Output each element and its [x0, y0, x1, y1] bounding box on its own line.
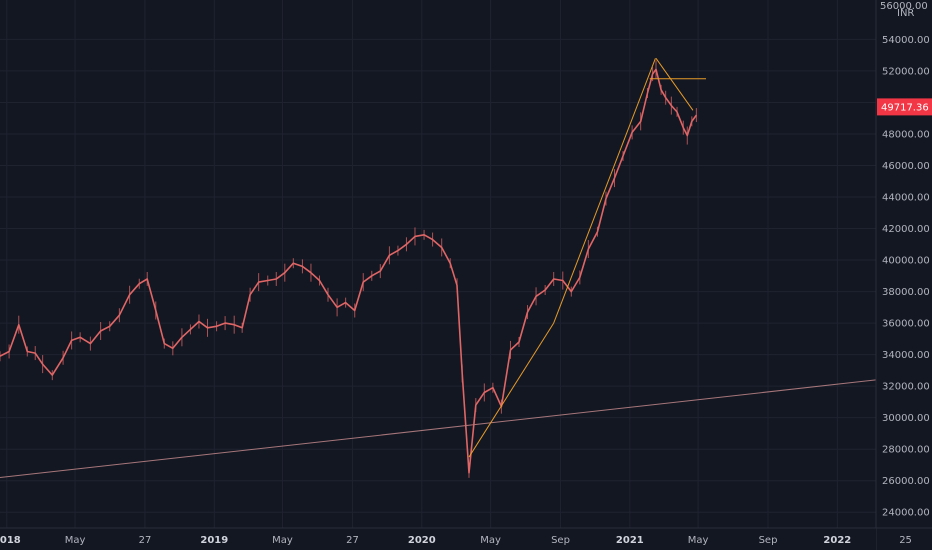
- y-tick-label: 26000.00: [882, 476, 930, 487]
- y-tick-label: 48000.00: [882, 129, 930, 140]
- x-tick-label: Sep: [551, 535, 570, 546]
- x-tick-label: May: [688, 535, 709, 546]
- trendline[interactable]: [553, 58, 656, 324]
- x-tick-label: 2021: [616, 535, 644, 546]
- support-trendline[interactable]: [0, 379, 877, 479]
- y-axis-top-partial-label: 56000.00: [880, 1, 928, 12]
- y-tick-label: 52000.00: [882, 66, 930, 77]
- x-tick-label: 25: [899, 535, 912, 546]
- x-tick-label: 2019: [200, 535, 228, 546]
- y-tick-label: 28000.00: [882, 445, 930, 456]
- trendline[interactable]: [468, 322, 555, 458]
- x-tick-label: 2022: [823, 535, 851, 546]
- price-axis-background: [876, 0, 932, 550]
- currency-label: INR: [897, 8, 914, 19]
- grid-lines: [0, 0, 876, 528]
- price-series-layer: [0, 60, 698, 478]
- x-tick-label: 2018: [0, 535, 21, 546]
- y-tick-label: 32000.00: [882, 382, 930, 393]
- y-tick-label: 46000.00: [882, 161, 930, 172]
- last-price-badge: 49717.36: [877, 98, 932, 116]
- y-tick-label: 34000.00: [882, 350, 930, 361]
- trendline[interactable]: [655, 58, 694, 111]
- last-price-value: 49717.36: [881, 102, 929, 113]
- y-tick-label: 40000.00: [882, 256, 930, 267]
- price-series-line: [0, 68, 698, 474]
- y-tick-label: 36000.00: [882, 319, 930, 330]
- time-axis[interactable]: 2018 May 27 2019 May 27 2020 May Sep 2021 May Sep 20…: [0, 535, 912, 546]
- x-tick-label: May: [480, 535, 501, 546]
- y-tick-label: 54000.00: [882, 35, 930, 46]
- y-tick-label: 44000.00: [882, 193, 930, 204]
- support-trendline-layer: [0, 379, 877, 479]
- time-axis-background: [0, 528, 876, 550]
- x-tick-label: 27: [139, 535, 152, 546]
- y-tick-label: 24000.00: [882, 508, 930, 519]
- x-tick-label: Sep: [759, 535, 778, 546]
- x-tick-label: 27: [346, 535, 359, 546]
- y-tick-label: 42000.00: [882, 224, 930, 235]
- y-tick-label: 38000.00: [882, 287, 930, 298]
- y-tick-label: 30000.00: [882, 413, 930, 424]
- x-tick-label: May: [65, 535, 86, 546]
- x-tick-label: 2020: [408, 535, 436, 546]
- trendlines-layer: [468, 58, 707, 458]
- last-price-badge-bg: [877, 98, 932, 116]
- x-tick-label: May: [272, 535, 293, 546]
